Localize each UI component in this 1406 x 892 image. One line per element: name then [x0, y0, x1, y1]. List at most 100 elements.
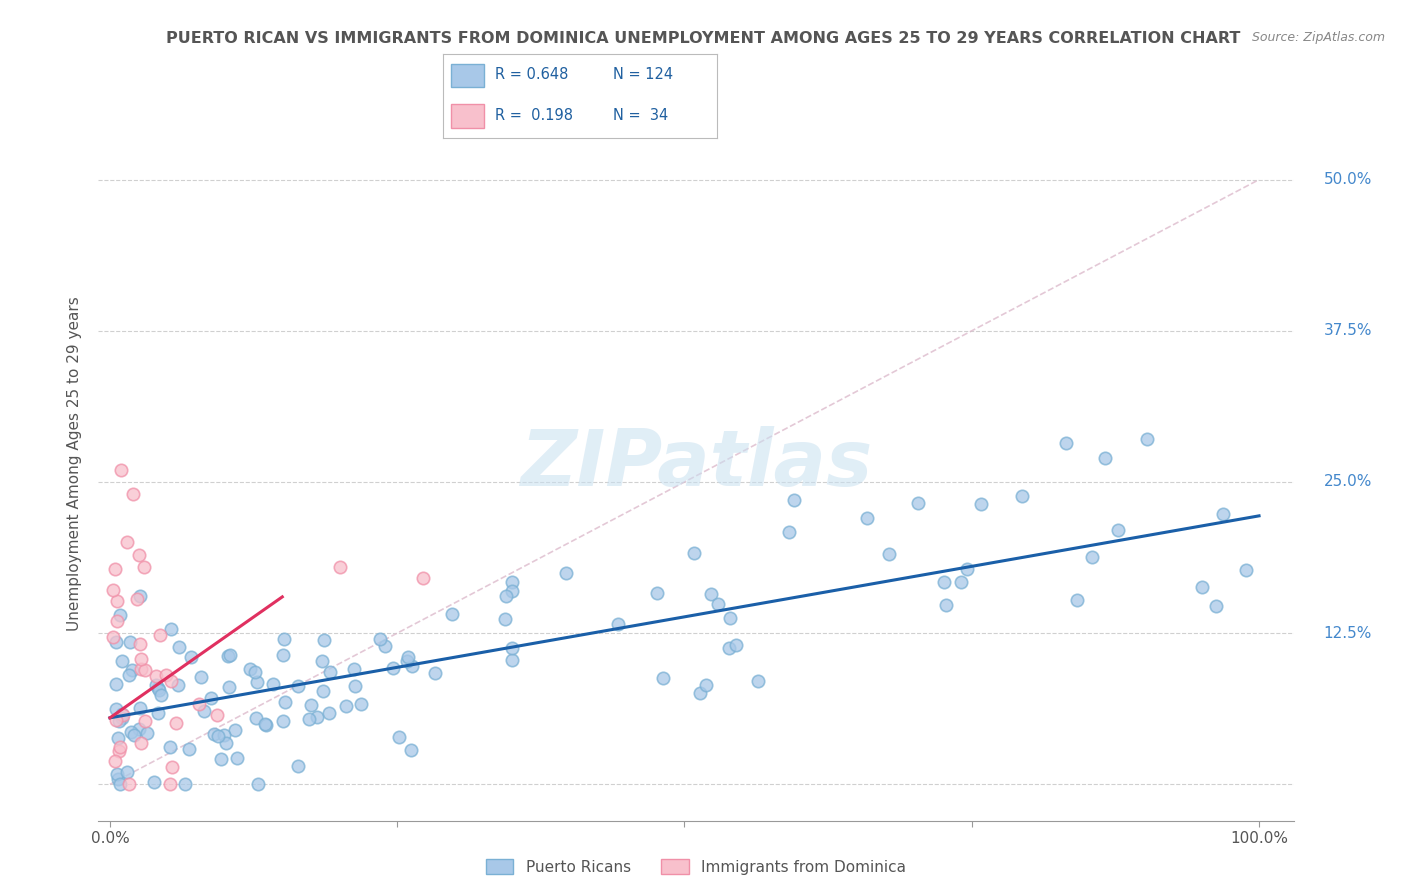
Point [145, 669, 167, 683]
Point [110, 739, 132, 754]
Point [271, 714, 294, 729]
Point [651, 671, 673, 685]
Point [105, 766, 128, 780]
Point [118, 667, 141, 681]
Point [146, 706, 169, 721]
Point [782, 492, 804, 507]
Text: R =  0.198: R = 0.198 [495, 108, 574, 123]
Point [396, 649, 419, 664]
Point [121, 663, 143, 677]
Point [401, 742, 423, 756]
Point [159, 777, 181, 791]
Point [129, 652, 152, 666]
Point [335, 698, 357, 713]
Point [105, 594, 128, 608]
Point [273, 648, 295, 662]
Point [129, 589, 152, 603]
Point [311, 654, 333, 668]
Point [1107, 524, 1129, 538]
Point [224, 723, 246, 738]
Point [108, 744, 131, 758]
Point [129, 662, 152, 676]
Point [683, 546, 706, 560]
FancyBboxPatch shape [451, 63, 484, 87]
Point [243, 665, 266, 679]
Point [217, 649, 239, 664]
Point [718, 611, 741, 625]
Point [955, 562, 977, 576]
Point [555, 566, 578, 580]
Point [501, 640, 523, 655]
Point [287, 679, 309, 693]
Point [495, 589, 517, 603]
Point [440, 607, 463, 621]
Point [165, 716, 187, 731]
Point [247, 777, 270, 791]
Point [273, 632, 295, 646]
Point [180, 650, 202, 665]
Point [108, 714, 131, 728]
Point [108, 607, 131, 622]
Point [128, 722, 150, 736]
Point [105, 615, 128, 629]
Point [344, 679, 367, 693]
Point [329, 559, 352, 574]
Point [146, 681, 169, 695]
Point [169, 640, 191, 655]
Point [160, 622, 183, 636]
Point [747, 674, 769, 689]
Point [167, 678, 190, 692]
Point [128, 548, 150, 562]
Text: Source: ZipAtlas.com: Source: ZipAtlas.com [1251, 31, 1385, 45]
Point [159, 740, 181, 755]
Text: ZIPatlas: ZIPatlas [520, 425, 872, 502]
Point [149, 627, 172, 641]
Point [718, 641, 741, 656]
Text: N = 124: N = 124 [613, 67, 673, 82]
Point [148, 683, 170, 698]
Point [700, 586, 723, 600]
Point [104, 713, 127, 727]
Point [190, 670, 212, 684]
Point [104, 754, 127, 768]
Point [120, 725, 142, 739]
Point [246, 675, 269, 690]
Point [239, 662, 262, 676]
Point [1191, 580, 1213, 594]
Point [607, 616, 630, 631]
Point [1136, 433, 1159, 447]
Point [262, 677, 284, 691]
Point [117, 777, 139, 791]
Text: N =  34: N = 34 [613, 108, 668, 123]
Point [1094, 450, 1116, 465]
Point [1056, 436, 1078, 450]
Point [104, 635, 127, 649]
Point [1205, 599, 1227, 613]
Point [287, 759, 309, 773]
Point [108, 777, 131, 791]
Point [111, 655, 134, 669]
Point [134, 663, 156, 677]
Point [117, 764, 139, 779]
Point [143, 775, 166, 789]
Point [935, 598, 957, 612]
Point [202, 727, 225, 741]
Point [111, 706, 134, 721]
Point [200, 690, 222, 705]
Point [401, 659, 423, 673]
Point [374, 639, 396, 653]
Point [254, 717, 277, 731]
Y-axis label: Unemployment Among Ages 25 to 29 years: Unemployment Among Ages 25 to 29 years [67, 296, 83, 632]
Point [207, 729, 229, 743]
Point [150, 688, 173, 702]
Point [129, 637, 152, 651]
Point [395, 654, 418, 668]
Point [298, 712, 321, 726]
Text: 25.0%: 25.0% [1323, 475, 1372, 490]
Point [110, 463, 132, 477]
Point [104, 701, 127, 715]
Point [1212, 508, 1234, 522]
Point [118, 635, 141, 649]
Point [501, 583, 523, 598]
Point [107, 731, 129, 745]
